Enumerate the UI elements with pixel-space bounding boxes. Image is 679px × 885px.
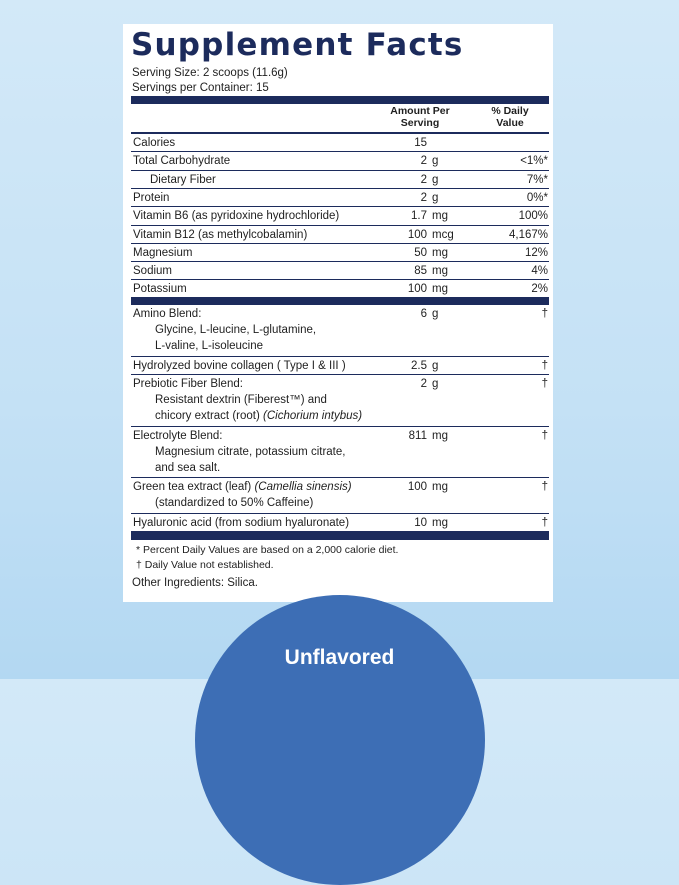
amount: 2: [420, 155, 427, 168]
other-ingredients: Other Ingredients: Silica.: [132, 577, 258, 589]
latin-name: (Cichorium intybus): [259, 410, 363, 423]
daily-value: †: [541, 308, 548, 320]
unit: g: [432, 377, 439, 390]
servings-per-container: Servings per Container: 15: [132, 82, 269, 94]
daily-value: 0%*: [526, 191, 548, 204]
unit: mg: [432, 516, 448, 529]
rule: [131, 355, 549, 357]
rule: [131, 477, 549, 479]
nutrient-detail: chicory extract (root) (Cichorium intybu…: [155, 410, 363, 423]
unit: mg: [432, 210, 448, 223]
rule: [131, 425, 549, 427]
rule: [131, 96, 549, 104]
nutrient-name: Dietary Fiber: [150, 173, 216, 186]
unit: mcg: [432, 228, 454, 241]
rule: [131, 224, 549, 226]
unit: mg: [432, 481, 448, 494]
unit: g: [432, 191, 439, 204]
daily-value: †: [541, 359, 548, 372]
rule: [131, 206, 549, 208]
nutrient-name: Electrolyte Blend:: [133, 429, 223, 442]
rule: [131, 373, 549, 375]
unit: mg: [432, 265, 448, 278]
daily-value: †: [541, 429, 548, 442]
daily-value: †: [541, 516, 548, 529]
daily-value: 4,167%: [508, 228, 548, 241]
daily-value: †: [541, 377, 548, 390]
nutrient-name: Calories: [133, 137, 176, 149]
amount: 85: [414, 265, 427, 278]
rule: [131, 261, 549, 263]
nutrient-name: Prebiotic Fiber Blend:: [133, 377, 243, 390]
amount: 100: [407, 228, 427, 241]
rule: [131, 151, 549, 153]
nutrient-name: Green tea extract (leaf) (Camellia sinen…: [133, 481, 352, 494]
rule: [131, 132, 549, 134]
unit: mg: [432, 246, 448, 259]
nutrient-detail: L-valine, L-isoleucine: [155, 340, 264, 353]
unit: g: [432, 308, 439, 320]
footnote: * Percent Daily Values are based on a 2,…: [136, 544, 399, 556]
nutrient-name: Total Carbohydrate: [133, 155, 231, 168]
flavor-circle: [195, 595, 485, 885]
rule: [131, 512, 549, 514]
nutrient-name: Vitamin B12 (as methylcobalamin): [133, 228, 308, 241]
amount: 2.5: [411, 359, 427, 372]
rule: [131, 242, 549, 244]
amount: 811: [408, 429, 427, 442]
daily-value: <1%*: [520, 155, 548, 168]
rule: [131, 297, 549, 305]
amount: 50: [414, 246, 427, 259]
unit: mg: [432, 429, 448, 442]
daily-value: 12%: [524, 246, 548, 259]
nutrient-name: Protein: [133, 191, 170, 204]
amount: 6: [420, 308, 427, 320]
facts-panel: [123, 24, 553, 602]
unit: g: [432, 155, 439, 168]
nutrient-name: Sodium: [133, 265, 172, 278]
daily-value: 4%: [531, 265, 548, 278]
unit: mg: [432, 283, 448, 296]
amount: 100: [407, 481, 427, 494]
flavor-label: Unflavored: [284, 646, 395, 669]
rule: [131, 169, 549, 171]
amount: 1.7: [411, 210, 427, 223]
daily-value: 100%: [518, 210, 548, 223]
unit: g: [432, 359, 439, 372]
nutrient-detail: Resistant dextrin (Fiberest™) and: [155, 394, 327, 407]
nutrient-detail: Glycine, L-leucine, L-glutamine,: [155, 324, 317, 337]
amount: 2: [420, 191, 427, 204]
amount: 100: [407, 283, 427, 296]
amount-header: Amount Per Serving: [390, 105, 450, 129]
daily-value: †: [541, 481, 548, 494]
nutrient-name: Vitamin B6 (as pyridoxine hydrochloride): [133, 210, 340, 223]
serving-size: Serving Size: 2 scoops (11.6g): [132, 67, 288, 79]
unit: g: [432, 173, 439, 186]
dv-header: % Daily Value: [491, 105, 529, 129]
title: Supplement Facts: [131, 27, 464, 63]
footnote: † Daily Value not established.: [136, 559, 274, 571]
nutrient-name: Magnesium: [133, 246, 193, 259]
amount: 15: [414, 137, 427, 149]
amount: 10: [414, 516, 427, 529]
nutrient-name: Hyaluronic acid (from sodium hyaluronate…: [133, 516, 350, 529]
nutrient-detail: Magnesium citrate, potassium citrate,: [155, 445, 346, 458]
daily-value: 7%*: [526, 173, 548, 186]
rule: [131, 279, 549, 281]
nutrient-name: Amino Blend:: [133, 308, 202, 320]
amount: 2: [420, 173, 427, 186]
amount: 2: [420, 377, 427, 390]
rule: [131, 187, 549, 189]
latin-name: (Camellia sinensis): [251, 481, 352, 494]
nutrient-name: Hydrolyzed bovine collagen ( Type I & II…: [133, 359, 346, 372]
nutrient-detail: and sea salt.: [155, 461, 221, 474]
rule: [131, 531, 549, 540]
nutrient-detail: (standardized to 50% Caffeine): [155, 497, 314, 510]
nutrient-name: Potassium: [133, 283, 187, 296]
daily-value: 2%: [531, 283, 548, 296]
